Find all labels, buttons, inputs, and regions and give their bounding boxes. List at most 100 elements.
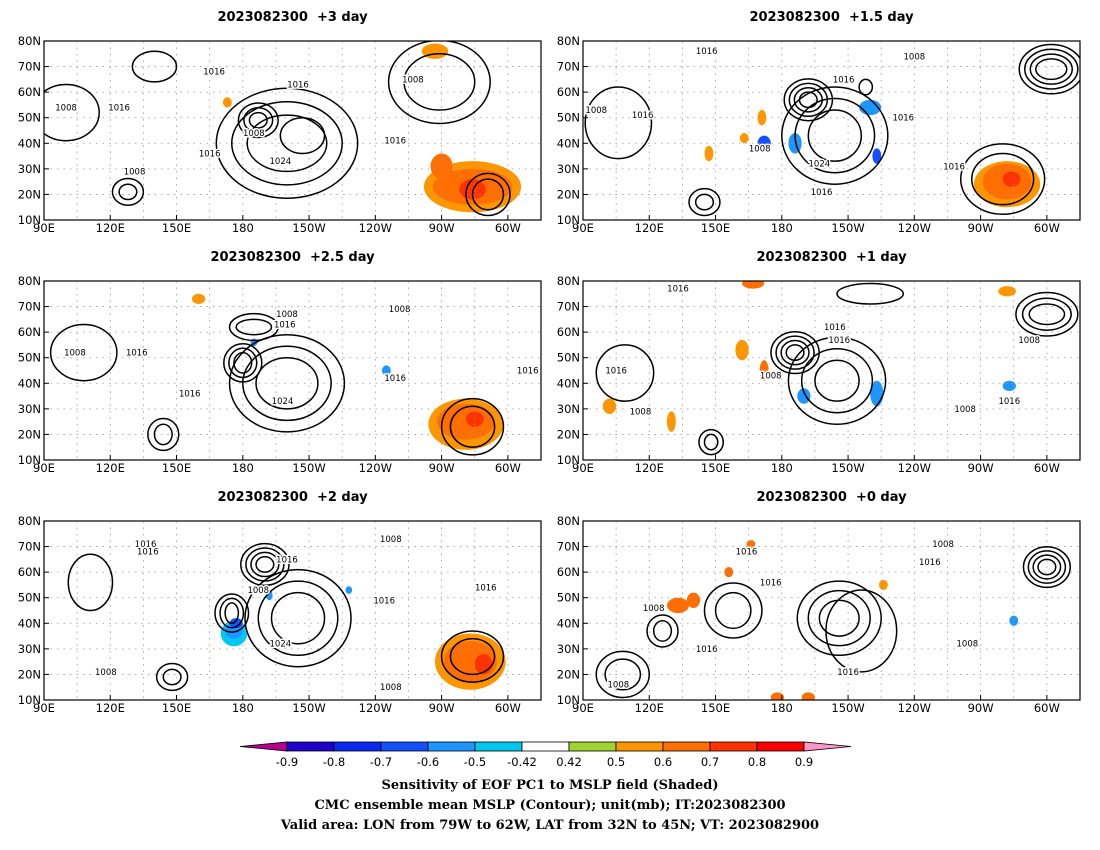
sensitivity-shading bbox=[797, 388, 811, 404]
x-tick-label: 120E bbox=[96, 221, 125, 235]
chart-panel: 1016101610081016100810161016102410081008… bbox=[18, 490, 542, 715]
mslp-contour bbox=[246, 114, 328, 173]
y-tick-label: 10N bbox=[557, 453, 580, 467]
y-tick-label: 10N bbox=[18, 213, 41, 227]
x-tick-label: 90W bbox=[968, 701, 994, 715]
colorbar-swatch bbox=[521, 741, 570, 752]
mslp-contour bbox=[836, 282, 905, 305]
panel-title: 2023082300 +0 day bbox=[756, 490, 907, 505]
contour-label: 1016 bbox=[736, 548, 758, 558]
x-tick-label: 150E bbox=[701, 461, 730, 475]
y-tick-label: 30N bbox=[18, 162, 41, 176]
sensitivity-shading bbox=[878, 579, 888, 591]
x-tick-label: 120W bbox=[898, 461, 931, 475]
mslp-contour bbox=[780, 339, 810, 366]
mslp-contour bbox=[818, 599, 860, 637]
colorbar-label: -0.6 bbox=[417, 755, 439, 769]
contour-label: 1016 bbox=[833, 75, 855, 85]
mslp-contour bbox=[449, 637, 496, 676]
x-tick-label: 120E bbox=[96, 701, 125, 715]
mslp-contour bbox=[111, 177, 145, 207]
mslp-contour bbox=[440, 397, 505, 456]
colorbar-swatch bbox=[709, 741, 758, 752]
sensitivity-shading bbox=[735, 339, 749, 361]
mslp-contour bbox=[604, 658, 642, 691]
x-tick-label: 150W bbox=[831, 221, 864, 235]
mslp-contour bbox=[403, 53, 476, 111]
sensitivity-shading bbox=[465, 411, 484, 427]
contour-label: 1016 bbox=[199, 150, 221, 160]
plot-frame bbox=[43, 520, 542, 701]
contour-label: 1016 bbox=[126, 349, 148, 359]
sensitivity-shading bbox=[757, 135, 771, 151]
y-tick-label: 80N bbox=[557, 514, 580, 528]
contour-label: 1008 bbox=[55, 103, 77, 113]
x-tick-label: 60W bbox=[495, 701, 521, 715]
contour-label: 1016 bbox=[892, 114, 914, 124]
contour-label: 1008 bbox=[243, 129, 265, 139]
mslp-contour bbox=[228, 333, 346, 433]
mslp-contour bbox=[153, 423, 173, 446]
colorbar-swatch bbox=[568, 741, 617, 752]
contour-label: 1016 bbox=[828, 336, 850, 346]
y-tick-label: 80N bbox=[557, 34, 580, 48]
x-tick-label: 120E bbox=[635, 701, 664, 715]
y-tick-label: 70N bbox=[557, 540, 580, 554]
y-tick-label: 80N bbox=[557, 274, 580, 288]
x-tick-label: 150E bbox=[701, 701, 730, 715]
mslp-contour bbox=[1024, 48, 1079, 90]
x-tick-label: 60W bbox=[1034, 701, 1060, 715]
sensitivity-shading bbox=[1009, 615, 1019, 626]
x-tick-label: 90W bbox=[968, 221, 994, 235]
y-tick-label: 30N bbox=[18, 642, 41, 656]
contour-label: 1024 bbox=[270, 640, 292, 650]
contour-label: 1016 bbox=[811, 188, 833, 198]
mslp-contour bbox=[233, 351, 253, 374]
y-tick-label: 20N bbox=[18, 187, 41, 201]
mslp-contour bbox=[240, 542, 290, 587]
mslp-contour bbox=[646, 614, 679, 648]
x-tick-label: 90E bbox=[572, 221, 594, 235]
contour-label: 1016 bbox=[760, 578, 782, 588]
colorbar-label: 0.8 bbox=[748, 755, 766, 769]
colorbar: -0.9 -0.8 -0.7 -0.6 -0.5 -0.42 0.42 0.5 0.6 0.7 0.… bbox=[240, 741, 852, 769]
x-tick-label: 60W bbox=[495, 461, 521, 475]
contour-label: 1008 bbox=[1018, 336, 1040, 346]
mslp-contour bbox=[1015, 291, 1079, 337]
sensitivity-shading bbox=[704, 145, 714, 162]
mslp-contour bbox=[279, 116, 326, 155]
sensitivity-shading bbox=[686, 592, 701, 608]
contour-label: 1008 bbox=[95, 668, 117, 678]
chart-panel: 1008 1016 1016 1008 1016 1008 1016 1024 1008 1016… bbox=[18, 10, 542, 235]
contour-label: 1024 bbox=[809, 160, 831, 170]
sensitivity-shading bbox=[872, 148, 882, 164]
contour-label: 1016 bbox=[696, 47, 718, 57]
y-tick-label: 20N bbox=[18, 427, 41, 441]
colorbar-arrow-low bbox=[240, 741, 288, 752]
colorbar-label: -0.7 bbox=[370, 755, 392, 769]
mslp-contour bbox=[471, 178, 505, 211]
mslp-contour bbox=[694, 193, 715, 211]
mslp-contour bbox=[44, 83, 100, 142]
y-tick-label: 40N bbox=[18, 376, 41, 390]
colorbar-swatch bbox=[474, 741, 523, 752]
sensitivity-shading bbox=[602, 398, 617, 414]
contour-label: 1008 bbox=[954, 405, 976, 415]
sensitivity-shading bbox=[770, 692, 785, 700]
x-tick-label: 150E bbox=[701, 221, 730, 235]
colorbar-arrow-high bbox=[803, 741, 852, 752]
sensitivity-shading bbox=[437, 403, 495, 440]
x-tick-label: 150E bbox=[162, 701, 191, 715]
mslp-contour bbox=[714, 591, 752, 630]
mslp-contour bbox=[825, 589, 898, 673]
sensitivity-shading bbox=[742, 281, 765, 289]
mslp-contour bbox=[49, 323, 118, 382]
y-tick-label: 60N bbox=[557, 325, 580, 339]
sensitivity-shading bbox=[191, 293, 206, 305]
x-tick-label: 60W bbox=[1034, 221, 1060, 235]
mslp-contour bbox=[1035, 58, 1068, 81]
mslp-contour bbox=[224, 602, 240, 625]
contour-label: 1016 bbox=[667, 285, 689, 295]
contour-label: 1008 bbox=[380, 535, 402, 545]
x-tick-label: 120W bbox=[359, 221, 392, 235]
